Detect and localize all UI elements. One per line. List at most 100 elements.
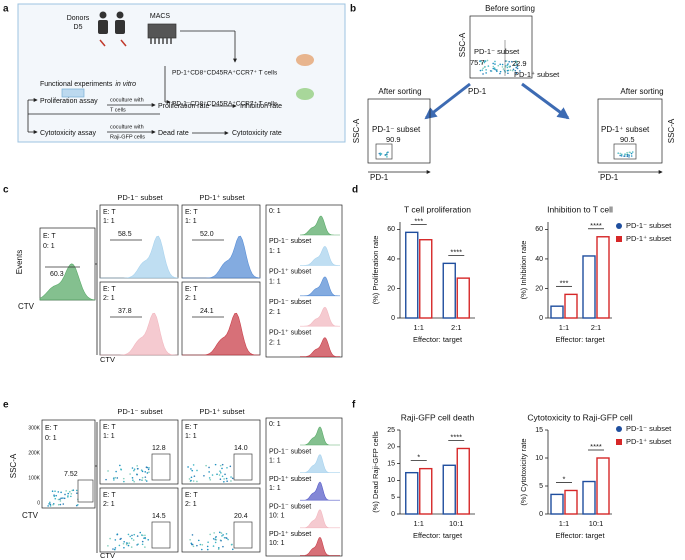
event-dot [132, 539, 135, 541]
plot-frame [181, 487, 261, 553]
event-dot [70, 495, 72, 498]
histogram [300, 276, 340, 297]
label: 2: 1 [103, 295, 115, 302]
bar [550, 305, 564, 319]
event-dot [126, 542, 129, 545]
label: PD-1 [370, 173, 389, 182]
plot-frame [99, 419, 179, 485]
event-dot [496, 70, 498, 73]
event-dot [69, 491, 71, 493]
event-dot [514, 60, 517, 63]
label: Functional experiments [40, 81, 113, 88]
event-dot [486, 59, 489, 62]
event-dot [129, 473, 131, 475]
label: 0 [37, 500, 40, 506]
event-dot [114, 476, 117, 479]
event-dot [483, 66, 486, 68]
label: in vitro [115, 81, 136, 88]
event-dot [127, 544, 130, 547]
event-dot [514, 69, 517, 72]
significance: * [563, 474, 566, 483]
gate [613, 143, 637, 160]
y-tick-label: 25 [387, 427, 395, 434]
event-dot [626, 154, 629, 156]
plot-frame [597, 98, 663, 164]
event-dot [513, 64, 516, 66]
label: 1: 1 [269, 248, 281, 255]
event-dot [219, 464, 222, 467]
event-dot [508, 66, 511, 68]
significance: **** [590, 442, 602, 451]
y-tick-label: 0 [539, 315, 543, 322]
label: Donors [67, 15, 90, 22]
event-dot [494, 60, 496, 63]
label: 2: 1 [103, 501, 115, 508]
bar [442, 464, 456, 515]
event-dot [508, 60, 510, 63]
event-dot [144, 476, 147, 478]
event-dot [125, 543, 128, 546]
y-tick-label: 40 [387, 256, 395, 263]
event-dot [223, 478, 225, 480]
label: 14.0 [234, 445, 248, 452]
event-dot [200, 548, 203, 551]
event-dot [191, 469, 194, 472]
event-dot [49, 503, 52, 506]
event-dot [148, 471, 150, 473]
event-dot [75, 489, 78, 492]
chart-title: Raji-GFP cell death [401, 412, 475, 422]
event-dot [221, 535, 223, 537]
label: CTV [22, 511, 39, 520]
x-tick-label: 1:1 [414, 519, 424, 528]
legend-label: PD-1⁻ subset [626, 221, 672, 230]
y-tick-label: 15 [535, 427, 543, 434]
event-dot [218, 474, 221, 476]
event-dot [516, 61, 518, 64]
label: PD-1⁺ subset [269, 475, 311, 483]
event-dot [55, 494, 57, 497]
event-dot [57, 503, 60, 506]
event-dot [54, 497, 57, 500]
panel-letter: c [3, 185, 9, 196]
legend-marker [616, 426, 622, 432]
event-dot [378, 152, 381, 155]
label: CTV [100, 355, 115, 364]
event-dot [492, 65, 495, 68]
event-dot [72, 489, 75, 491]
label: 1: 1 [103, 218, 115, 225]
event-dot [127, 533, 130, 536]
event-dot [206, 545, 209, 548]
legend-label: PD-1⁻ subset [626, 424, 672, 433]
plot-frame [41, 419, 96, 509]
label: Inhibition rate [240, 103, 282, 110]
label: Cytotoxicity assay [40, 130, 97, 137]
event-dot [511, 69, 514, 72]
x-tick-label: 1:1 [414, 323, 424, 332]
label: 0: 1 [45, 435, 57, 442]
event-dot [213, 532, 215, 534]
y-tick-label: 5 [391, 494, 395, 501]
event-dot [222, 545, 224, 548]
x-tick-label: 1:1 [559, 519, 569, 528]
event-dot [507, 63, 509, 65]
event-dot [131, 477, 134, 479]
event-dot [481, 62, 483, 65]
label: 90.5 [620, 135, 635, 144]
label: PD-1⁺ subset [601, 125, 650, 134]
event-dot [497, 64, 500, 67]
y-tick-label: 20 [535, 285, 543, 292]
event-dot [208, 466, 210, 469]
histogram [39, 263, 96, 301]
label: 1: 1 [269, 279, 281, 286]
label: 1: 1 [103, 433, 115, 440]
label: SSC-A [458, 32, 467, 57]
event-dot [626, 155, 629, 158]
event-dot [49, 501, 51, 504]
label: E: T [45, 425, 58, 432]
histogram [100, 235, 179, 279]
event-dot [131, 467, 134, 469]
label: PD-1⁺ subset [199, 407, 245, 416]
event-dot [221, 467, 223, 470]
event-dot [65, 490, 67, 492]
label: 52.0 [200, 231, 214, 238]
